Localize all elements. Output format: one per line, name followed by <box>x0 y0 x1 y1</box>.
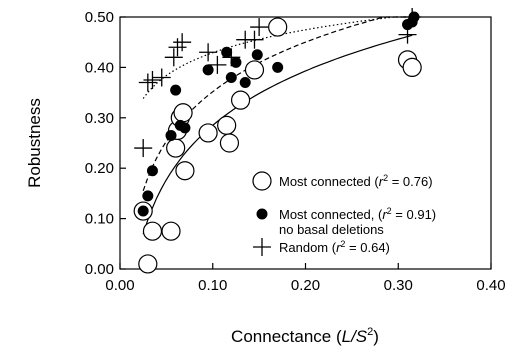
legend-series-name: Most connected ( <box>279 174 379 189</box>
point-plus <box>138 73 157 92</box>
point-filled-circle <box>408 11 420 23</box>
legend: Most connected (r2 = 0.76)Most connected… <box>252 171 436 256</box>
point-filled-circle <box>137 205 149 217</box>
legend-marker-filled-circle <box>256 208 268 220</box>
point-open-circle <box>244 60 265 80</box>
legend-label: Random (r2 = 0.64) <box>279 239 390 255</box>
point-open-circle <box>175 161 195 181</box>
x-tick-label: 0.30 <box>384 277 413 294</box>
point-filled-circle <box>225 71 237 83</box>
point-plus <box>208 55 227 74</box>
legend-r2-value: = 0.76) <box>388 174 432 189</box>
point-open-circle <box>268 17 288 37</box>
legend-label-line2: no basal deletions <box>279 222 384 237</box>
point-open-circle <box>219 133 240 153</box>
point-plus <box>164 48 183 67</box>
legend-series-name: Most connected, ( <box>279 207 383 222</box>
legend-r2-symbol: r <box>336 240 341 255</box>
y-tick-label: 0.00 <box>85 261 114 278</box>
legend-r2-symbol: r <box>379 174 384 189</box>
legend-marker-open-circle <box>252 171 272 191</box>
point-open-circle <box>138 254 158 274</box>
point-open-circle <box>142 221 163 241</box>
legend-r2-sup: 2 <box>383 173 388 183</box>
point-plus <box>152 68 171 87</box>
point-plus <box>143 71 162 89</box>
point-open-circle <box>161 221 181 241</box>
y-axis-title: Robustness <box>25 98 44 188</box>
point-filled-circle <box>142 190 154 202</box>
x-axis-title-prefix: Connectance ( <box>231 327 342 346</box>
point-open-circle <box>402 57 422 78</box>
point-filled-circle <box>239 77 251 89</box>
point-open-circle <box>230 90 251 110</box>
x-axis-title-italic: L/S <box>342 327 368 346</box>
y-tick-label: 0.40 <box>85 59 114 76</box>
point-filled-circle <box>230 56 242 68</box>
point-filled-circle <box>170 84 182 96</box>
point-filled-circle <box>251 49 263 61</box>
point-plus <box>134 139 153 158</box>
x-axis-title-sup: 2 <box>367 326 373 338</box>
x-tick-label: 0.00 <box>105 277 134 294</box>
point-plus <box>168 38 187 57</box>
legend-r2-value: = 0.91) <box>392 207 436 222</box>
y-tick-label: 0.10 <box>85 211 114 228</box>
point-filled-circle <box>179 122 191 134</box>
point-filled-circle <box>202 64 214 76</box>
legend-label: Most connected (r2 = 0.76) <box>279 173 433 189</box>
legend-r2-symbol: r <box>382 207 387 222</box>
legend-marker-plus <box>253 238 271 256</box>
point-plus <box>173 33 192 52</box>
y-tick-label: 0.20 <box>85 160 114 177</box>
legend-r2-sup: 2 <box>387 206 392 216</box>
point-filled-circle <box>165 129 177 141</box>
x-tick-label: 0.40 <box>476 277 505 294</box>
y-tick-label: 0.30 <box>85 110 114 127</box>
legend-r2-value: = 0.64) <box>345 240 389 255</box>
point-plus <box>199 43 218 62</box>
point-plus <box>245 30 264 49</box>
axis-ticks: 0.00 0.10 0.20 0.30 0.40 0.00 0.10 0.20 0.30 0.40… <box>85 9 506 294</box>
legend-series-name: Random ( <box>279 240 337 255</box>
data-points <box>133 8 422 274</box>
y-tick-label: 0.50 <box>85 9 114 26</box>
x-axis-title-suffix: ) <box>373 327 379 346</box>
point-open-circle <box>217 115 237 135</box>
point-plus <box>250 18 269 37</box>
point-filled-circle <box>272 61 284 73</box>
legend-r2-sup: 2 <box>340 239 345 249</box>
point-filled-circle <box>146 165 158 177</box>
x-tick-label: 0.20 <box>291 277 320 294</box>
x-tick-label: 0.10 <box>198 277 227 294</box>
point-open-circle <box>173 103 193 123</box>
x-axis-title: Connectance (L/S2) <box>231 326 379 346</box>
point-filled-circle <box>221 46 233 58</box>
point-open-circle <box>198 123 218 143</box>
legend-label: Most connected, (r2 = 0.91) <box>279 206 436 222</box>
point-open-circle <box>166 138 186 158</box>
trend-line-solid <box>142 34 413 235</box>
